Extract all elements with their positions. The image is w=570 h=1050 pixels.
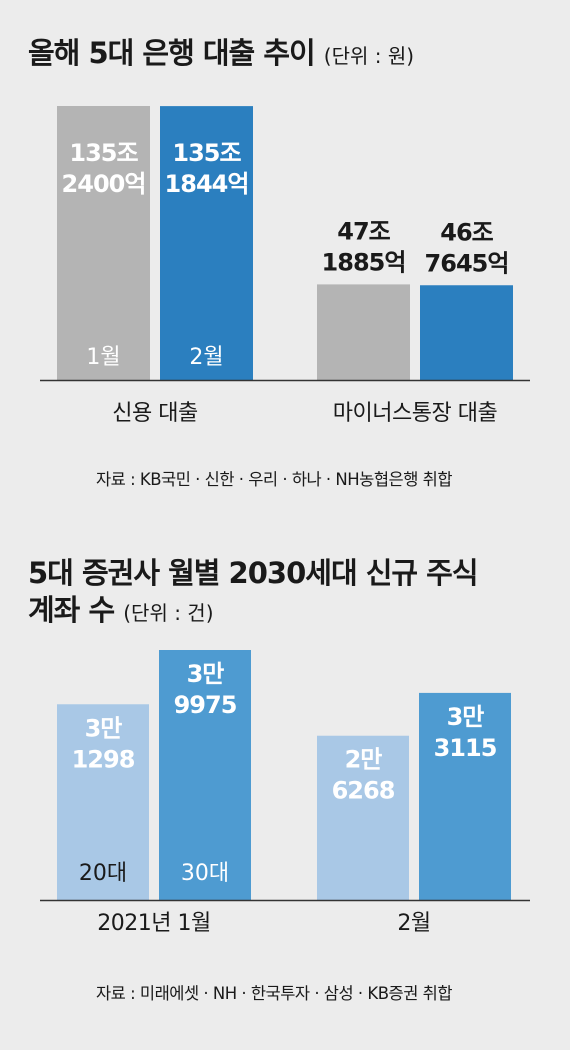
- bar-1-1: [420, 285, 513, 380]
- data-label-0-1-line1: 135조: [172, 139, 241, 167]
- category-label-1: 마이너스통장 대출: [333, 401, 498, 426]
- category-label-1: 2월: [397, 911, 430, 936]
- data-label-1-1-line1: 46조: [440, 218, 493, 246]
- bar-1-0: [317, 735, 409, 900]
- category-label-0: 2021년 1월: [97, 911, 210, 936]
- data-label-0-0-line1: 3만: [85, 714, 123, 742]
- bar-0-1: [159, 650, 251, 900]
- chart2-source: 자료 : 미래에셋 · NH · 한국투자 · 삼성 · KB증권 취합: [96, 984, 453, 1003]
- bar-0-0: [57, 704, 149, 900]
- data-label-1-0-line2: 1885억: [322, 248, 406, 276]
- category-label-0: 신용 대출: [112, 401, 198, 426]
- data-label-1-1-line1: 3만: [447, 703, 485, 731]
- chart2-plot: 3만 1298 20대 3만 9975 30대 2021년 1월 2만 6268 3만 3115 2월: [40, 650, 530, 936]
- chart2-unit: (단위 : 건): [123, 601, 214, 625]
- series-label-1: 30대: [181, 861, 229, 886]
- data-label-0-1-line2: 9975: [174, 691, 237, 719]
- data-label-0-1-line2: 1844억: [165, 170, 249, 198]
- bar-0-0: [57, 106, 150, 380]
- data-label-0-0-line1: 135조: [69, 139, 138, 167]
- data-label-0-0-line2: 2400억: [62, 170, 146, 198]
- chart1-unit: (단위 : 원): [323, 44, 415, 68]
- chart1-source: 자료 : KB국민 · 신한 · 우리 · 하나 · NH농협은행 취합: [96, 470, 453, 489]
- chart1-title-text: 올해 5대 은행 대출 추이: [28, 36, 316, 70]
- bank-loan-chart-panel: 올해 5대 은행 대출 추이 (단위 : 원) 135조 2400억 1월 135조 1…: [0, 0, 570, 505]
- chart2-title-line2: 계좌 수 (단위 : 건): [28, 587, 214, 629]
- data-label-1-0-line2: 6268: [332, 777, 395, 805]
- data-label-0-0-line2: 1298: [72, 745, 135, 773]
- data-label-1-1-line2: 3115: [434, 734, 497, 762]
- data-label-1-0-line1: 2만: [345, 746, 383, 774]
- bar-1-1: [419, 692, 511, 900]
- data-label-1-0-line1: 47조: [337, 217, 390, 245]
- securities-account-chart-panel: 5대 증권사 월별 2030세대 신규 주식 계좌 수 (단위 : 건) 3만 1…: [0, 525, 570, 1035]
- bar-0-1: [160, 106, 253, 381]
- bar-1-0: [317, 284, 410, 380]
- data-label-1-1-line2: 7645억: [425, 249, 509, 277]
- series-label-0: 1월: [86, 345, 120, 370]
- data-label-0-1-line1: 3만: [187, 660, 225, 688]
- chart1-title: 올해 5대 은행 대출 추이 (단위 : 원): [28, 30, 414, 72]
- series-label-0: 20대: [79, 861, 127, 886]
- series-label-1: 2월: [189, 345, 223, 370]
- chart2-title-line2-text: 계좌 수: [28, 593, 115, 627]
- chart2-title-line1: 5대 증권사 월별 2030세대 신규 주식: [28, 556, 479, 590]
